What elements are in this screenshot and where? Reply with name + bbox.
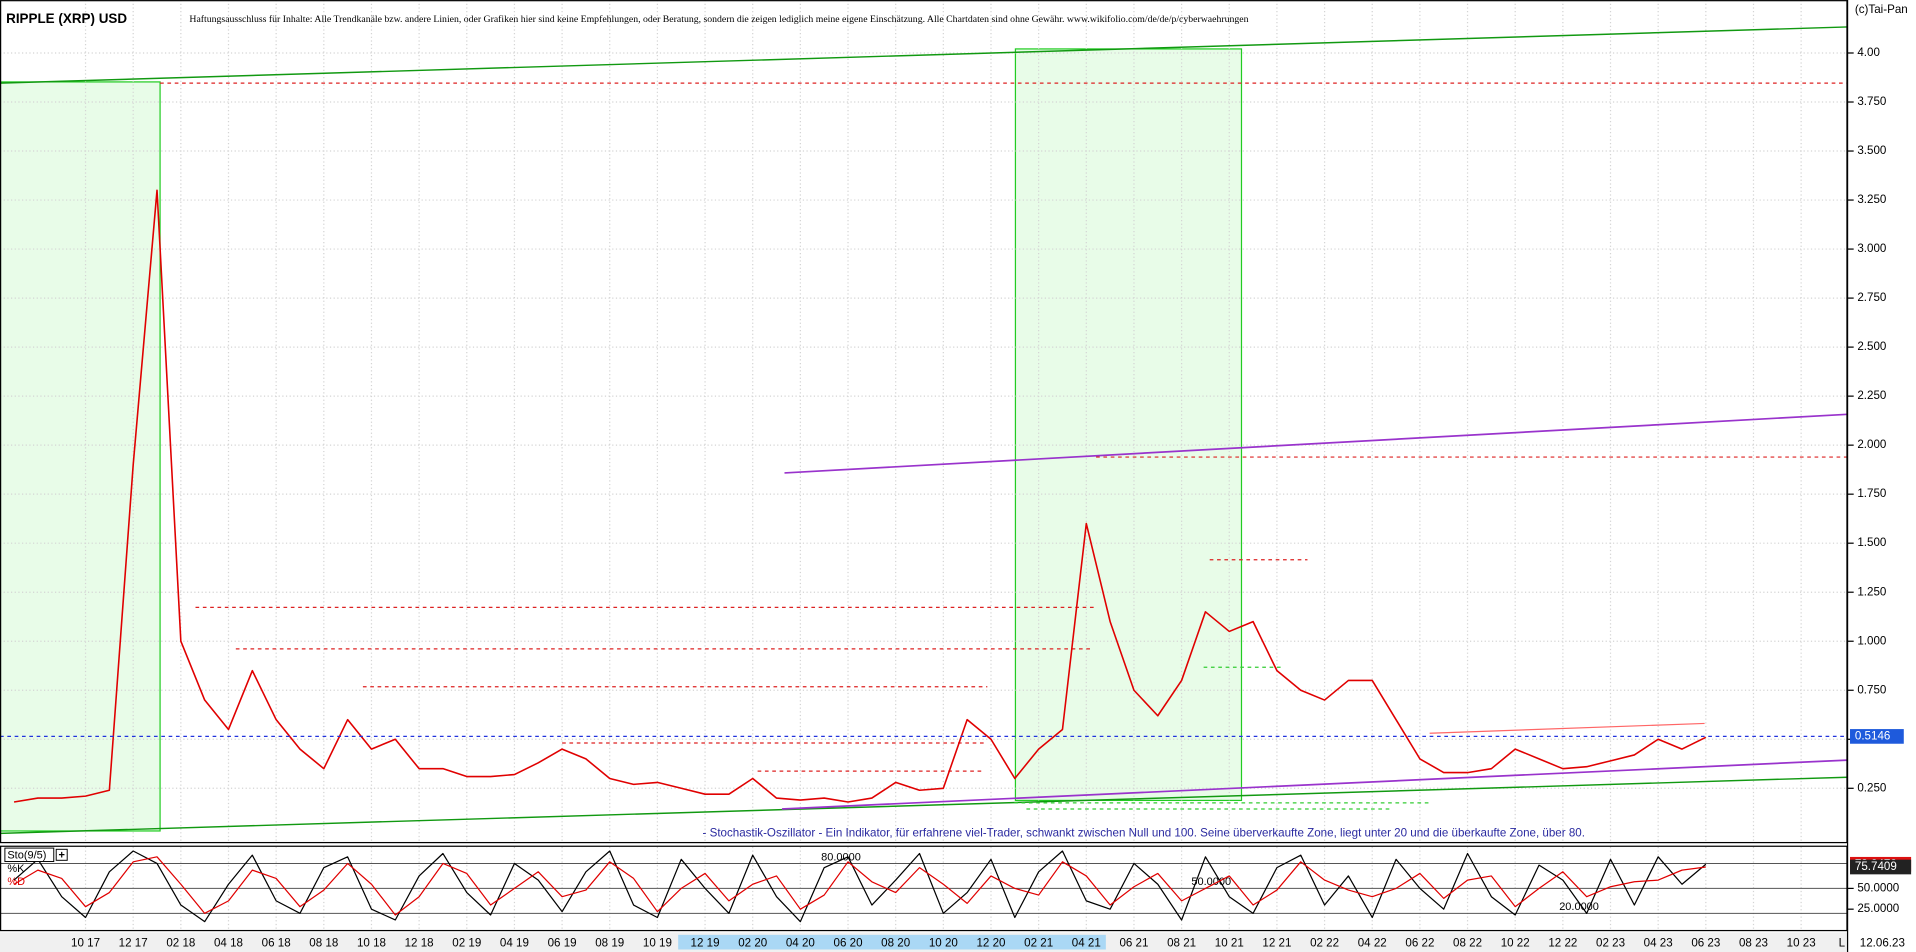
y-tick-label: 3.250 bbox=[1857, 193, 1886, 206]
x-tick-label: 10 19 bbox=[643, 936, 672, 949]
last-value-box bbox=[1850, 859, 1912, 875]
x-tick-label: 08 22 bbox=[1453, 936, 1482, 949]
x-tick-label: 12 19 bbox=[691, 936, 720, 949]
x-tick-label: 12 18 bbox=[405, 936, 434, 949]
x-tick-label: 10 23 bbox=[1787, 936, 1816, 949]
date-label: 12.06.23 bbox=[1860, 936, 1905, 949]
x-tick-label: 06 19 bbox=[548, 936, 577, 949]
plot: 80.0000 50.0000 20.0000 bbox=[0, 189, 1848, 923]
trend-line bbox=[0, 776, 1848, 835]
x-tick-label: 02 21 bbox=[1024, 936, 1053, 949]
x-tick-label: 02 18 bbox=[166, 936, 195, 949]
x-tick-label: 04 18 bbox=[214, 936, 243, 949]
x-tick-label: 06 21 bbox=[1119, 936, 1148, 949]
x-tick-label: 06 23 bbox=[1691, 936, 1720, 949]
indicator-box bbox=[4, 847, 55, 863]
x-tick-label: 04 23 bbox=[1644, 936, 1673, 949]
data-line bbox=[13, 189, 1707, 803]
x-tick-label: 08 18 bbox=[309, 936, 338, 949]
x-tick-label: 08 23 bbox=[1739, 936, 1768, 949]
legend-entry: %D bbox=[7, 876, 25, 888]
indicator-title: Sto(9/5) bbox=[7, 849, 46, 861]
x-tick-label: 04 21 bbox=[1072, 936, 1101, 949]
x-tick-label: 04 19 bbox=[500, 936, 529, 949]
indicator-button-icon[interactable]: + bbox=[58, 849, 64, 861]
y-tick-label: 4.00 bbox=[1857, 46, 1880, 59]
last-price-box bbox=[1850, 729, 1904, 744]
y-tick-label: 2.000 bbox=[1857, 438, 1886, 451]
x-tick-label: 06 22 bbox=[1405, 936, 1434, 949]
x-tick-label: 04 22 bbox=[1358, 936, 1387, 949]
trend-line bbox=[1429, 722, 1705, 734]
x-tick-label: 08 21 bbox=[1167, 936, 1196, 949]
last-price-label: 0.5146 bbox=[1855, 729, 1890, 742]
y-tick-label: 1.250 bbox=[1857, 585, 1886, 598]
x-tick-label: 02 23 bbox=[1596, 936, 1625, 949]
x-tick-label: 10 17 bbox=[71, 936, 100, 949]
trend-line bbox=[784, 413, 1848, 474]
legend-entry: %K bbox=[7, 863, 25, 875]
x-tick-label: 10 20 bbox=[929, 936, 958, 949]
y-tick-label: 1.000 bbox=[1857, 634, 1886, 647]
level-label: 20.0000 bbox=[1559, 901, 1599, 913]
x-tick-label: 06 18 bbox=[262, 936, 291, 949]
x-tick-label: 10 18 bbox=[357, 936, 386, 949]
trend-line bbox=[0, 26, 1848, 84]
zone bbox=[0, 81, 161, 832]
y-tick-label: 1.500 bbox=[1857, 536, 1886, 549]
scale-mode: L bbox=[1839, 936, 1846, 949]
trend-line bbox=[782, 759, 1848, 810]
indicator-note: - Stochastik-Oszillator - Ein Indikator,… bbox=[703, 826, 1585, 839]
x-tick-label: 08 20 bbox=[881, 936, 910, 949]
last-value-label: 75.7409 bbox=[1855, 860, 1897, 873]
date-highlight bbox=[678, 934, 1106, 950]
x-tick-label: 02 20 bbox=[738, 936, 767, 949]
disclaimer: Haftungsausschluss für Inhalte: Alle Tre… bbox=[189, 14, 1248, 25]
x-tick-label: 12 20 bbox=[976, 936, 1005, 949]
y-tick-label: 3.000 bbox=[1857, 242, 1886, 255]
x-tick-label: 02 22 bbox=[1310, 936, 1339, 949]
y-tick-label: 2.750 bbox=[1857, 291, 1886, 304]
y-tick-label: 3.750 bbox=[1857, 95, 1886, 108]
level-label: 80.0000 bbox=[821, 851, 861, 863]
data-line bbox=[13, 850, 1707, 923]
x-tick-label: 10 21 bbox=[1215, 936, 1244, 949]
zone bbox=[1014, 48, 1243, 802]
y-tick-label: 0.750 bbox=[1857, 683, 1886, 696]
y-tick-label: 3.500 bbox=[1857, 144, 1886, 157]
x-tick-label: 08 19 bbox=[595, 936, 624, 949]
x-tick-label: 04 20 bbox=[786, 936, 815, 949]
copyright: (c)Tai-Pan bbox=[1855, 3, 1908, 16]
y-tick-label: 2.250 bbox=[1857, 389, 1886, 402]
x-tick-label: 02 19 bbox=[452, 936, 481, 949]
y-tick-label: 2.500 bbox=[1857, 340, 1886, 353]
x-tick-label: 10 22 bbox=[1501, 936, 1530, 949]
y-tick-label: 1.750 bbox=[1857, 487, 1886, 500]
y-tick-label: 0.250 bbox=[1857, 781, 1886, 794]
x-tick-label: 06 20 bbox=[834, 936, 863, 949]
level-label: 50.0000 bbox=[1191, 876, 1231, 888]
chart-title: RIPPLE (XRP) USD bbox=[6, 11, 127, 26]
data-line bbox=[13, 856, 1706, 916]
y-tick-label: 50.0000 bbox=[1857, 881, 1899, 894]
trend-lines bbox=[0, 26, 1848, 835]
x-tick-label: 12 22 bbox=[1548, 936, 1577, 949]
y-tick-label: 25.0000 bbox=[1857, 902, 1899, 915]
x-tick-label: 12 21 bbox=[1262, 936, 1291, 949]
indicator-button[interactable] bbox=[55, 848, 68, 861]
x-tick-label: 12 17 bbox=[119, 936, 148, 949]
